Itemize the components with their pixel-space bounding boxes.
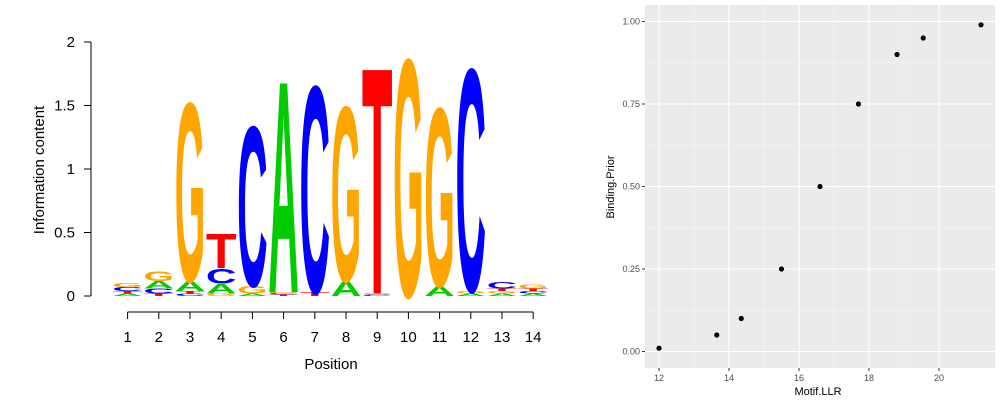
logo-letter-C: C bbox=[456, 4, 487, 360]
logo-letter-C: C bbox=[175, 293, 206, 297]
logo-letter-G: G bbox=[518, 284, 549, 290]
scatter-panel-background bbox=[645, 5, 995, 368]
logo-letter-C: C bbox=[112, 286, 143, 292]
scatter-grid bbox=[645, 5, 995, 368]
scatter-point bbox=[978, 22, 984, 28]
logo-letter-T: T bbox=[362, 1, 393, 363]
scatter-y-axis-label: Binding.Prior bbox=[605, 155, 617, 218]
scatter-y-tick-label: 0.50 bbox=[622, 182, 640, 192]
scatter-x-tick-label: 20 bbox=[934, 373, 944, 383]
logo-y-tick-label: 1 bbox=[67, 161, 75, 178]
logo-x-tick-label: 7 bbox=[311, 329, 319, 346]
logo-letter-A: A bbox=[175, 278, 206, 294]
logo-x-tick-label: 8 bbox=[342, 329, 350, 346]
logo-letter-C: C bbox=[518, 290, 549, 294]
logo-y-tick-label: 0.5 bbox=[54, 225, 75, 242]
logo-y-tick-label: 0 bbox=[67, 288, 75, 305]
logo-letter-A: A bbox=[112, 293, 143, 297]
scatter-point bbox=[855, 101, 862, 107]
logo-x-tick-label: 6 bbox=[279, 329, 287, 346]
scatter-ticks: 12 14 16 18 20 0.00 0.25 0.50 0.75 1.00 bbox=[622, 17, 944, 384]
logo-letter-G: G bbox=[424, 54, 455, 341]
scatter-point bbox=[738, 315, 744, 322]
logo-letter-G: G bbox=[268, 292, 299, 294]
logo-x-tick-label: 11 bbox=[432, 329, 448, 346]
scatter-point bbox=[817, 183, 823, 190]
logo-x-tick-label: 1 bbox=[123, 329, 131, 346]
scatter-x-tick-label: 16 bbox=[794, 373, 804, 383]
logo-letter-A: A bbox=[144, 279, 175, 291]
logo-letter-T: T bbox=[144, 293, 175, 297]
logo-letter-C: C bbox=[206, 265, 237, 288]
logo-letter-G: G bbox=[144, 268, 175, 284]
logo-letter-A: A bbox=[206, 280, 237, 296]
logo-letter-C: C bbox=[300, 23, 331, 355]
logo-letter-G: G bbox=[456, 290, 487, 294]
scatter-point bbox=[778, 266, 785, 272]
logo-letter-G: G bbox=[175, 49, 206, 336]
logo-letter-A: A bbox=[268, 18, 299, 357]
scatter-x-axis-label: Motif.LLR bbox=[794, 386, 841, 398]
logo-letter-G: G bbox=[206, 293, 237, 297]
logo-x-tick-label: 2 bbox=[155, 329, 163, 346]
logo-x-tick-label: 13 bbox=[494, 329, 511, 346]
logo-letter-G: G bbox=[331, 54, 362, 333]
logo-x-tick-label: 14 bbox=[525, 329, 542, 346]
logo-letter-T: T bbox=[300, 291, 331, 297]
logo-letter-C: C bbox=[144, 287, 175, 295]
logo-letter-T: T bbox=[112, 290, 143, 294]
logo-letter-A: A bbox=[456, 293, 487, 297]
logo-letter-C: C bbox=[268, 293, 299, 295]
logo-letter-C: C bbox=[362, 294, 393, 296]
scatter-point bbox=[894, 51, 900, 58]
scatter-points bbox=[656, 22, 984, 351]
logo-x-tick-label: 5 bbox=[248, 329, 256, 346]
logo-letter-G: G bbox=[393, 0, 424, 369]
logo-letter-T: T bbox=[268, 294, 299, 296]
logo-x-tick-label: 4 bbox=[217, 329, 225, 346]
scatter-x-tick-label: 14 bbox=[724, 373, 734, 383]
scatter-y-tick-label: 0.00 bbox=[622, 347, 640, 357]
logo-y-tick-label: 1.5 bbox=[54, 98, 75, 115]
logo-x-tick-label: 10 bbox=[400, 329, 417, 346]
logo-letter-G: G bbox=[237, 284, 268, 296]
logo-x-tick-label: 3 bbox=[186, 329, 194, 346]
logo-letter-T: T bbox=[518, 288, 549, 292]
logo-x-axis-label: Position bbox=[304, 356, 357, 373]
logo-letter-T: T bbox=[206, 223, 237, 279]
logo-letter-T: T bbox=[487, 288, 518, 292]
logo-letter-C: C bbox=[237, 79, 268, 335]
scatter-y-tick-label: 1.00 bbox=[622, 17, 640, 27]
scatter-y-tick-label: 0.25 bbox=[622, 264, 640, 274]
logo-y-tick-label: 2 bbox=[67, 34, 75, 51]
logo-letter-A: A bbox=[237, 293, 268, 297]
scatter-point bbox=[656, 345, 662, 351]
logo-x-tick-label: 9 bbox=[373, 329, 381, 346]
logo-letter-A: A bbox=[518, 293, 549, 297]
logo-letter-G: G bbox=[487, 290, 518, 294]
logo-letter-C: C bbox=[487, 281, 518, 291]
scatter-point bbox=[714, 332, 720, 338]
logo-letter-T: T bbox=[175, 290, 206, 294]
scatter-x-tick-label: 12 bbox=[654, 373, 664, 383]
logo-letter-A: A bbox=[331, 278, 362, 301]
scatter-y-tick-label: 0.75 bbox=[622, 99, 640, 109]
logo-axes: 00.511.521 2 3 4 5 6 7 8 9 10 11 12 13 14 bbox=[54, 34, 541, 346]
logo-letter-A: A bbox=[487, 293, 518, 297]
logo-letter-A: A bbox=[424, 283, 455, 299]
scatter-point bbox=[920, 35, 926, 41]
logo-letter-G: G bbox=[362, 293, 393, 295]
scatter-x-tick-label: 18 bbox=[864, 373, 874, 383]
logo-y-axis-label: Information content bbox=[31, 105, 48, 234]
logo-letter-G: G bbox=[112, 282, 143, 288]
logo-x-tick-label: 12 bbox=[462, 329, 479, 346]
